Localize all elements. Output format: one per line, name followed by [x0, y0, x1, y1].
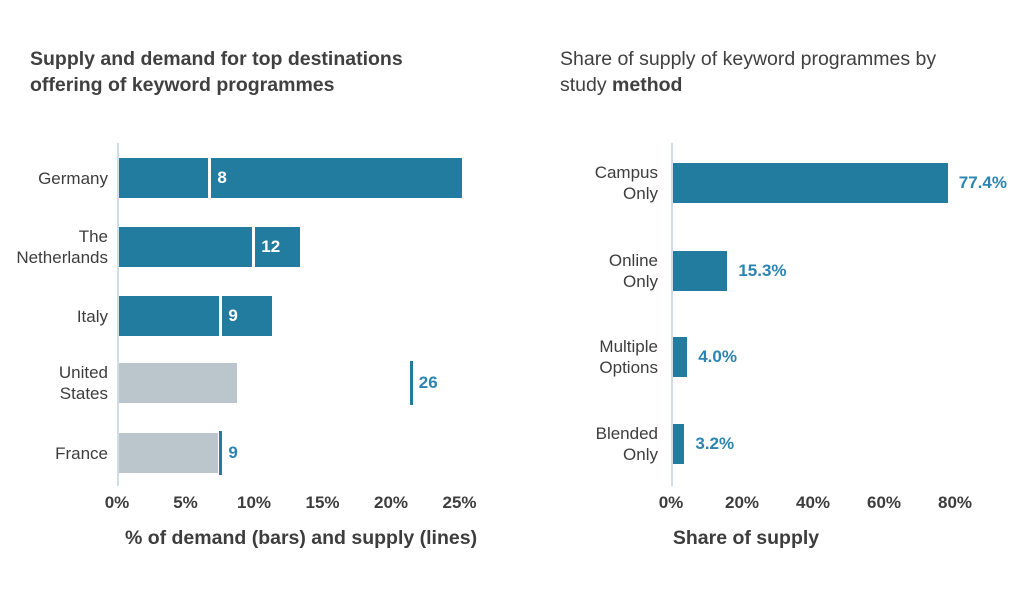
supply-value-label: 9 — [228, 306, 238, 325]
category-label: Germany — [38, 168, 108, 188]
supply-line-marker — [409, 361, 413, 405]
demand-bar — [119, 363, 237, 403]
category-label: Multiple Options — [599, 337, 658, 377]
chart1-title: Supply and demand for top destinations o… — [30, 48, 403, 96]
category-label: Online Only — [608, 251, 658, 291]
x-tick-label: 0% — [658, 493, 684, 512]
x-tick-label: 20% — [373, 493, 409, 512]
supply-value-label: 12 — [261, 237, 281, 256]
supply-value-label: 26 — [418, 373, 438, 392]
share-bar — [673, 424, 685, 464]
chart2-title-regular: Share of supply of keyword programmes by… — [560, 48, 937, 96]
chart1-x-axis-title: % of demand (bars) and supply (lines) — [124, 527, 478, 549]
demand-bar — [119, 158, 462, 198]
chart2-title: Share of supply of keyword programmes by… — [560, 46, 960, 98]
category-label: The Netherlands — [16, 227, 108, 267]
chart2-x-axis-title: Share of supply — [672, 527, 820, 549]
x-tick-label: 25% — [442, 493, 477, 512]
x-tick-label: 80% — [937, 493, 973, 512]
chart2-y-axis-line — [671, 143, 673, 486]
supply-line-marker — [219, 294, 223, 338]
x-tick-label: 5% — [173, 493, 198, 512]
demand-bar — [119, 433, 218, 473]
supply-line-marker — [208, 156, 212, 200]
share-value-label: 3.2% — [695, 434, 735, 453]
share-bar — [673, 163, 948, 203]
x-tick-label: 10% — [236, 493, 272, 512]
demand-bar — [119, 296, 273, 336]
x-tick-label: 20% — [724, 493, 760, 512]
category-label: United States — [58, 363, 108, 403]
chart1-y-axis-line — [117, 143, 119, 486]
chart2-title-bold: method — [612, 74, 683, 96]
x-tick-label: 15% — [305, 493, 340, 512]
supply-line-marker — [252, 225, 256, 269]
share-value-label: 15.3% — [738, 261, 787, 280]
category-label: France — [55, 443, 108, 463]
category-label: Blended Only — [595, 424, 658, 464]
supply-value-label: 8 — [217, 168, 227, 187]
category-label: Campus Only — [594, 163, 658, 203]
share-value-label: 77.4% — [958, 173, 1007, 192]
x-tick-label: 0% — [104, 493, 130, 512]
x-tick-label: 40% — [795, 493, 831, 512]
share-bar — [673, 337, 688, 377]
supply-value-label: 9 — [228, 443, 238, 462]
demand-bar — [119, 227, 300, 267]
supply-line-marker — [219, 431, 223, 475]
share-value-label: 4.0% — [698, 347, 737, 366]
category-label: Italy — [76, 306, 108, 326]
share-bar — [673, 251, 728, 291]
x-tick-label: 60% — [866, 493, 902, 512]
